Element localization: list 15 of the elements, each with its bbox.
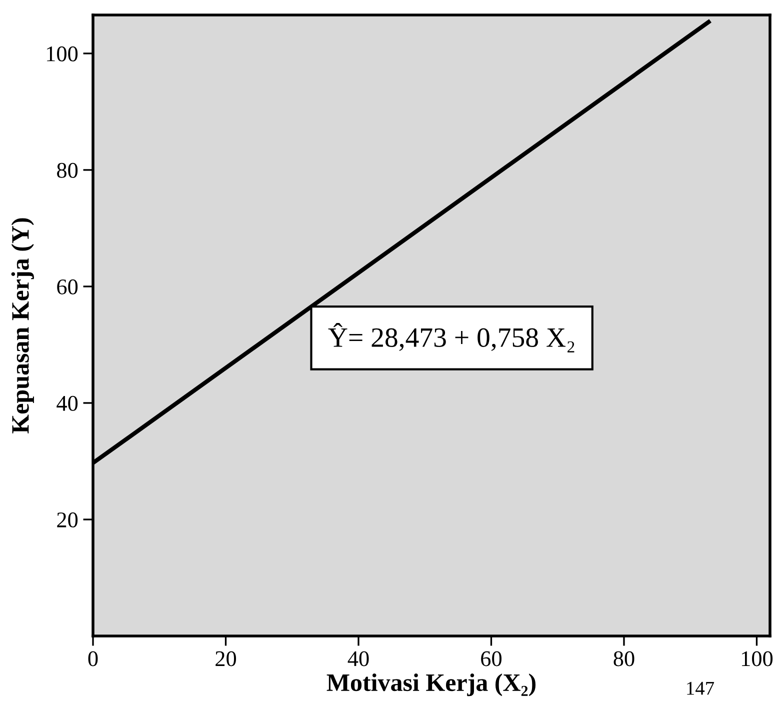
annotation: Ŷ= 28,473 + 0,758 X₂ xyxy=(328,322,574,352)
x-tick-label: 100 xyxy=(742,651,773,666)
x-tick-label: 80 xyxy=(614,651,634,666)
y-tick-label: 80 xyxy=(57,162,78,178)
y-tick-label: 40 xyxy=(56,396,78,411)
y-tick-label: 60 xyxy=(57,279,78,294)
text: 147 xyxy=(687,682,714,695)
x-tick-label: 40 xyxy=(348,651,369,666)
y-tick-label: 20 xyxy=(57,512,78,528)
y-axis-title: Kepuasan Kerja (Y) xyxy=(11,218,34,434)
x-tick-label: 0 xyxy=(88,651,98,666)
x-tick-label: 20 xyxy=(216,651,236,666)
x-axis-title: Motivasi Kerja (X₂) xyxy=(326,674,536,696)
x-tick-label: 60 xyxy=(481,651,502,666)
y-tick-label: 100 xyxy=(47,46,78,62)
